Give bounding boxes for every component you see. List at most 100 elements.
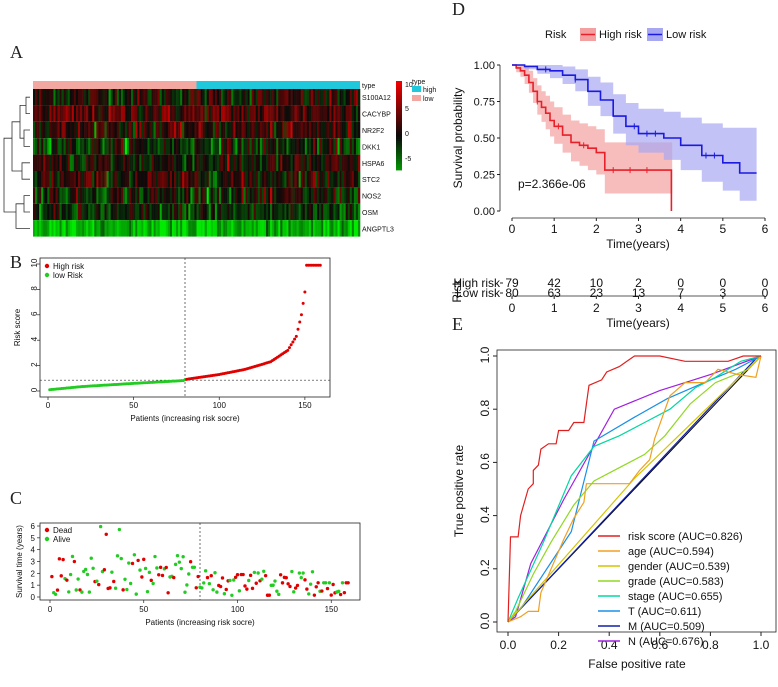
- heatmap-cell: [53, 121, 56, 139]
- heatmap-cell: [351, 220, 355, 237]
- heatmap-cell: [304, 89, 308, 106]
- roc-panel: 0.0 0.2 0.4 0.6 0.8 1.00.00.20.40.60.81.0Fals…: [452, 346, 777, 671]
- heatmap-cell: [208, 187, 212, 204]
- heatmap-cell: [276, 203, 279, 221]
- heatmap-cell: [251, 154, 255, 171]
- legend-label: age (AUC=0.594): [628, 546, 714, 558]
- heatmap-cell: [202, 138, 205, 155]
- heatmap-cell: [33, 220, 36, 237]
- heatmap-cell: [176, 171, 179, 188]
- heatmap-cell: [77, 89, 81, 106]
- heatmap-cell: [288, 203, 291, 221]
- heatmap-cell: [347, 220, 351, 237]
- risk-points: [48, 263, 322, 392]
- heatmap-cell: [45, 187, 48, 204]
- heatmap-cell: [351, 171, 355, 188]
- heatmap-cell: [178, 220, 181, 237]
- heatmap-cell: [139, 121, 142, 139]
- heatmap-cell: [69, 105, 73, 122]
- heatmap-cell: [278, 89, 281, 106]
- heatmap-cell: [272, 220, 275, 237]
- heatmap-cell: [241, 154, 244, 171]
- table-row-label: High risk: [453, 276, 501, 290]
- heatmap-cell: [122, 220, 126, 237]
- heatmap-cell: [67, 171, 71, 188]
- heatmap-cell: [98, 171, 101, 188]
- survival-point: [337, 589, 341, 594]
- heatmap-cell: [67, 105, 71, 122]
- heatmap-cell: [253, 121, 257, 139]
- heatmap-cell: [339, 105, 342, 122]
- heatmap-cell: [355, 220, 359, 237]
- heatmap-cell: [35, 154, 38, 171]
- heatmap-cell: [45, 220, 48, 237]
- heatmap-cell: [292, 171, 295, 188]
- heatmap-cell: [210, 187, 214, 204]
- heatmap-cell: [59, 171, 62, 188]
- heatmap-cell: [186, 171, 189, 188]
- heatmap-cell: [349, 89, 353, 106]
- heatmap-cell: [274, 121, 277, 139]
- heatmap-cell: [341, 121, 344, 139]
- heatmap-cell: [263, 187, 267, 204]
- heatmap-cell: [163, 138, 167, 155]
- heatmap-cell: [69, 203, 73, 221]
- dendrogram-branch: [3, 137, 16, 213]
- heatmap-cell: [247, 105, 250, 122]
- heatmap-cell: [165, 220, 169, 237]
- heatmap-cell: [67, 203, 71, 221]
- dendrogram-branch: [21, 162, 30, 180]
- heatmap-cell: [227, 203, 230, 221]
- gene-label-hspa6: HSPA6: [362, 161, 385, 168]
- heatmap-cell: [286, 138, 289, 155]
- heatmap-cell: [306, 89, 310, 106]
- heatmap-cell: [157, 203, 161, 221]
- heatmap-cell: [223, 203, 226, 221]
- legend-label-low: low Risk: [53, 271, 84, 280]
- heatmap-cell: [63, 138, 66, 155]
- heatmap-cell: [41, 105, 44, 122]
- survival-point: [113, 586, 118, 590]
- heatmap-cell: [184, 154, 187, 171]
- heatmap-cell: [145, 171, 148, 188]
- heatmap-cell: [55, 121, 58, 139]
- heatmap-cell: [94, 138, 97, 155]
- colorbar-step: [396, 138, 402, 142]
- heatmap-cell: [251, 89, 255, 106]
- heatmap-cell: [268, 89, 271, 106]
- heatmap-cell: [192, 187, 195, 204]
- heatmap-cell: [218, 89, 222, 106]
- heatmap-cell: [73, 121, 77, 139]
- heatmap-cell: [347, 138, 351, 155]
- heatmap-cell: [151, 121, 154, 139]
- heatmap-cell: [190, 105, 193, 122]
- heatmap-cell: [194, 171, 197, 188]
- heatmap-cell: [208, 89, 212, 106]
- x-tick-label: 6: [762, 222, 769, 236]
- heatmap-cell: [310, 105, 314, 122]
- heatmap-cell: [77, 138, 81, 155]
- survival-curve-low: [512, 64, 757, 174]
- heatmap-cell: [75, 171, 79, 188]
- heatmap-cell: [243, 154, 246, 171]
- heatmap-cell: [176, 220, 179, 237]
- heatmap-cell: [110, 171, 113, 188]
- heatmap-cell: [331, 121, 334, 139]
- heatmap-cell: [231, 154, 234, 171]
- heatmap-cell: [65, 89, 69, 106]
- survival-point: [307, 592, 311, 596]
- risk-point: [298, 320, 302, 324]
- heatmap-cell: [69, 121, 73, 139]
- x-tick-label: 1: [551, 222, 558, 236]
- heatmap-cell: [37, 154, 40, 171]
- heatmap-cell: [43, 203, 46, 221]
- heatmap-cell: [204, 187, 208, 204]
- heatmap-cell: [255, 171, 259, 188]
- heatmap-cell: [102, 105, 105, 122]
- heatmap-cell: [169, 121, 173, 139]
- heatmap-cell: [270, 121, 273, 139]
- heatmap-cell: [43, 187, 46, 204]
- survival-point: [177, 560, 182, 564]
- heatmap-cell: [312, 138, 316, 155]
- survival-point: [232, 578, 236, 582]
